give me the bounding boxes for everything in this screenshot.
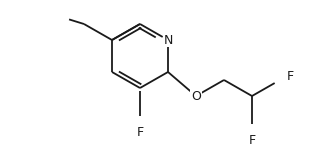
Text: N: N [163, 34, 173, 46]
Text: F: F [249, 133, 255, 146]
Text: O: O [191, 90, 201, 103]
Text: F: F [136, 125, 144, 138]
Text: F: F [286, 69, 294, 82]
